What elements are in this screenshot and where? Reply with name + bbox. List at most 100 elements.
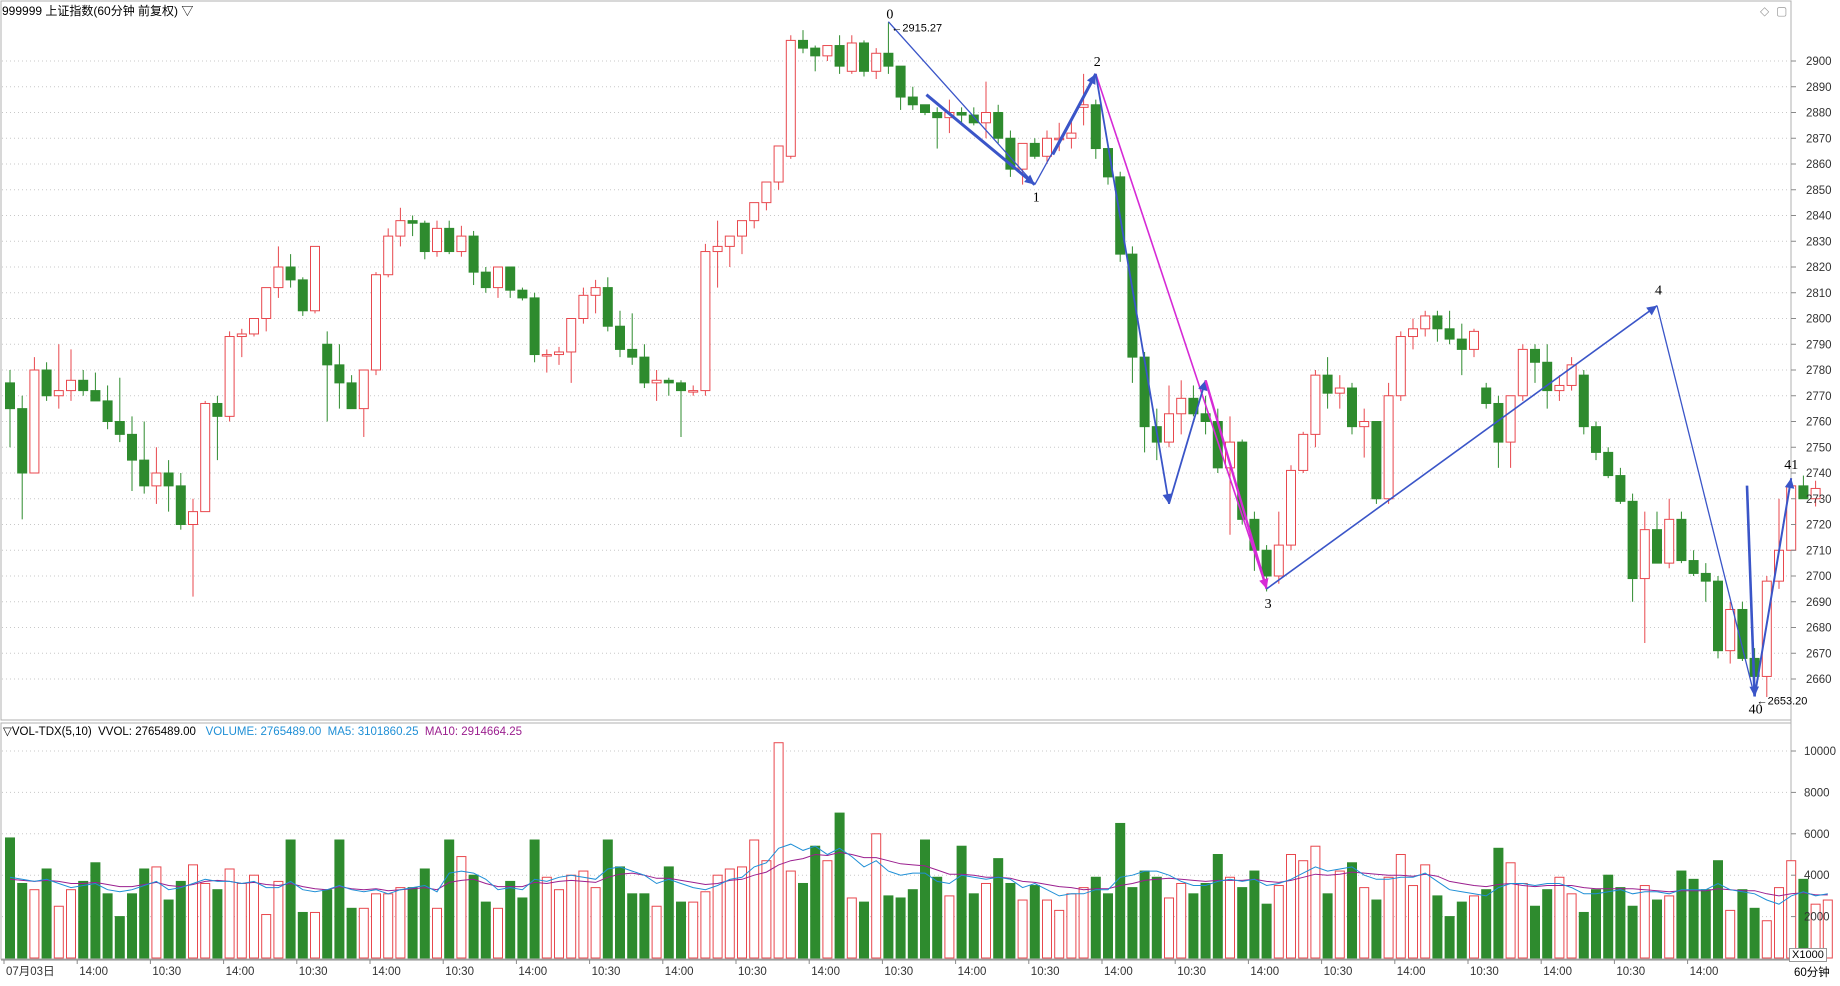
volume-bar-up (1383, 876, 1394, 959)
period-label[interactable]: 60分钟 (1794, 967, 1830, 979)
candle-down (1456, 338, 1467, 350)
candle-up (261, 287, 272, 320)
candle-up (1408, 328, 1418, 338)
candle-down (139, 459, 150, 487)
candle-down (920, 104, 930, 114)
volume-bar-down (1115, 822, 1126, 959)
volume-bar-up (688, 901, 699, 959)
candle-down (90, 390, 101, 402)
price-tick-label: 2760 (1806, 417, 1832, 429)
restore-icon[interactable]: ◇ (1760, 4, 1770, 18)
price-tick-label: 2880 (1806, 108, 1832, 120)
x-tick-label: 10:30 (1177, 966, 1206, 978)
volume-bar-up (383, 893, 394, 959)
volume-bar-up (1517, 882, 1528, 959)
volume-bar-up (200, 882, 211, 959)
candle-up (566, 318, 577, 353)
wave-line (1094, 73, 1170, 505)
candle-up (1310, 374, 1321, 435)
candle-up (749, 202, 760, 222)
volume-bar-down (1139, 870, 1150, 959)
wave-arrow (1745, 485, 1756, 697)
candle-up (712, 245, 723, 253)
volume-bar-down (212, 889, 223, 959)
candle-down (1444, 328, 1455, 340)
candle-up (822, 45, 833, 57)
volume-bar-up (1725, 909, 1736, 959)
x-tick-label: 10:30 (445, 966, 474, 978)
candle-down (41, 369, 52, 397)
candle-down (212, 402, 223, 417)
candle-down (956, 112, 967, 116)
price-tick-label: 2890 (1806, 82, 1832, 94)
wave-arrow (1051, 73, 1098, 156)
price-tick-label: 2830 (1806, 236, 1832, 248)
x-tick-label: 14:00 (1104, 966, 1133, 978)
volume-bar-down (895, 897, 906, 959)
volume-bar-down (1151, 876, 1162, 959)
indicator-name[interactable]: ▽VOL-TDX(5,10) (3, 726, 92, 738)
candle-up (1566, 364, 1577, 386)
volume-bar-down (1713, 860, 1723, 959)
candle-down (932, 112, 943, 119)
volume-bar-down (639, 893, 650, 959)
candle-down (1371, 421, 1382, 500)
candle-down (1615, 475, 1626, 502)
candle-down (1737, 608, 1748, 659)
volume-bar-down (1542, 889, 1553, 959)
x-tick-label: 14:00 (1250, 966, 1279, 978)
volume-indicator-bar[interactable]: ▽VOL-TDX(5,10) VVOL: 2765489.00 VOLUME: … (3, 724, 522, 738)
wave-label: 1 (1033, 191, 1040, 206)
candle-down (639, 356, 650, 384)
volume-bar-down (285, 839, 296, 959)
candle-down (1676, 518, 1687, 562)
volume-bar-up (1042, 899, 1052, 959)
x-tick-label: 10:30 (884, 966, 913, 978)
volume-bar-down (1688, 878, 1699, 959)
wave-line-magenta (1095, 73, 1268, 590)
candle-down (1798, 485, 1809, 500)
price-tick-label: 2660 (1806, 674, 1832, 686)
dropdown-icon[interactable]: ▽ (181, 4, 194, 18)
x-tick-label: 14:00 (79, 966, 108, 978)
volume-bar-down (444, 839, 455, 959)
price-tick-label: 2670 (1806, 648, 1832, 660)
volume-bar-down (1200, 882, 1211, 959)
candle-up (1395, 336, 1406, 397)
volume-bar-up (273, 880, 284, 959)
volume-bar-up (1664, 895, 1675, 959)
candle-down (1493, 402, 1504, 443)
volume-bar-up (1298, 860, 1309, 959)
volume-tick-label: 4000 (1804, 870, 1830, 882)
volume-bar-up (66, 889, 76, 959)
volume-bar-down (102, 893, 113, 959)
volume-bar-up (1761, 920, 1772, 959)
x-tick-label: 14:00 (1543, 966, 1572, 978)
volume-bar-up (1164, 897, 1174, 959)
low-price-marker: ←2653.20 (1757, 696, 1808, 708)
candle-down (1139, 356, 1150, 428)
candle-down (175, 485, 186, 525)
volume-bar-up (236, 882, 247, 959)
volume-bar-up (1408, 885, 1418, 959)
price-tick-label: 2700 (1806, 571, 1832, 583)
candle-down (407, 220, 418, 224)
volume-bar-down (334, 839, 345, 959)
maximize-icon[interactable]: ▢ (1776, 4, 1788, 18)
chart-title-bar[interactable]: 999999 上证指数(60分钟 前复权) ▽ (2, 2, 193, 19)
candle-up (1505, 395, 1516, 443)
candle-up (846, 42, 857, 72)
candle-up (1664, 518, 1675, 564)
candle-down (663, 379, 674, 384)
candle-up (1176, 397, 1187, 415)
wave-line (1656, 305, 1756, 697)
volume-bar-up (1420, 864, 1431, 959)
volume-tick-label: 2000 (1804, 912, 1830, 924)
candle-up (1066, 132, 1077, 139)
candle-down (1127, 253, 1138, 358)
wave-label: 3 (1265, 597, 1272, 612)
wave-label: 0 (886, 8, 893, 23)
candle-down (993, 112, 1004, 139)
